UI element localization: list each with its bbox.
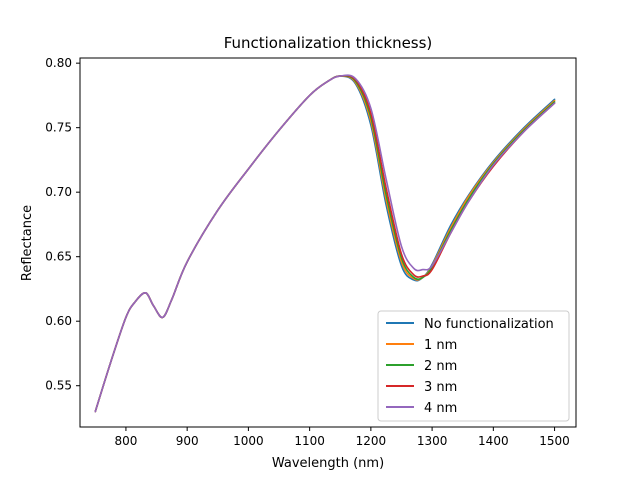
- x-tick-label: 800: [114, 434, 137, 448]
- y-axis-label: Reflectance: [20, 205, 35, 281]
- y-tick-label: 0.75: [45, 121, 72, 135]
- x-tick-label: 1100: [294, 434, 325, 448]
- plot-area: [79, 57, 577, 428]
- x-axis-label: Wavelength (nm): [272, 456, 384, 471]
- x-axis: 800 900 1000 1100 1200 1300 1400 1500: [114, 427, 570, 448]
- x-tick-label: 1400: [478, 434, 509, 448]
- x-tick-label: 900: [176, 434, 199, 448]
- legend-label-3: 2 nm: [424, 359, 457, 374]
- legend-label-2: 1 nm: [424, 338, 457, 353]
- chart-title: Functionalization thickness): [224, 34, 433, 52]
- legend-label-5: 4 nm: [424, 401, 457, 416]
- legend-label-4: 3 nm: [424, 380, 457, 395]
- legend-label-1: No functionalization: [424, 317, 554, 332]
- x-tick-label: 1000: [233, 434, 264, 448]
- axes-frame: [79, 57, 577, 428]
- x-tick-label: 1500: [539, 434, 570, 448]
- y-tick-label: 0.60: [45, 314, 72, 328]
- y-tick-label: 0.55: [45, 379, 72, 393]
- legend: No functionalization 1 nm 2 nm 3 nm 4 nm: [377, 310, 570, 422]
- series-line-5: [94, 74, 556, 413]
- y-tick-label: 0.70: [45, 185, 72, 199]
- x-tick-label: 1200: [356, 434, 387, 448]
- x-tick-label: 1300: [417, 434, 448, 448]
- y-tick-label: 0.80: [45, 56, 72, 70]
- legend-box: [377, 310, 570, 422]
- y-tick-label: 0.65: [45, 250, 72, 264]
- y-axis: 0.55 0.60 0.65 0.70 0.75 0.80: [45, 56, 80, 393]
- lines-layer: [94, 74, 556, 413]
